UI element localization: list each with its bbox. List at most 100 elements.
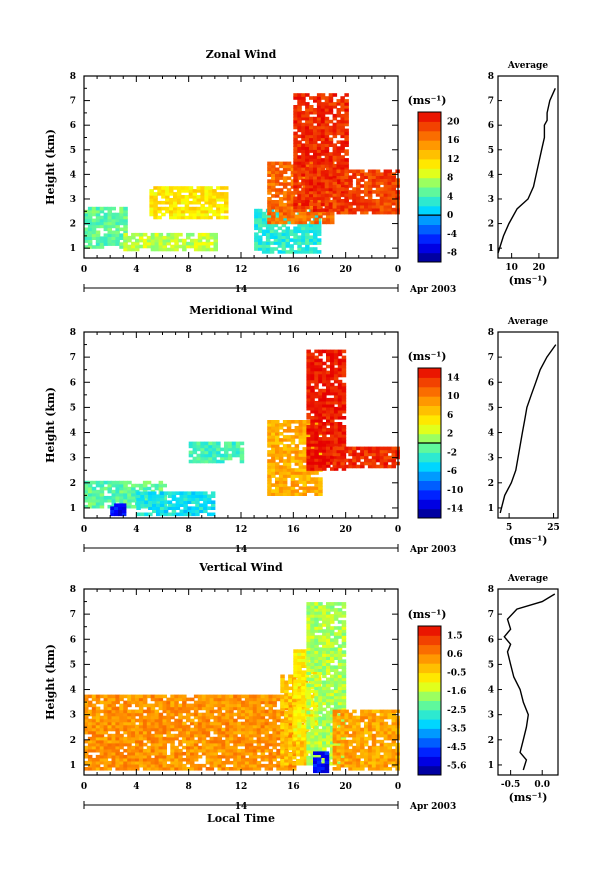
heatmap-cell	[301, 670, 306, 674]
heatmap-cell	[136, 497, 141, 501]
heatmap-cell	[183, 503, 188, 507]
heatmap-cell	[186, 712, 191, 717]
heatmap-cell	[91, 730, 97, 735]
heatmap-cell	[161, 189, 166, 193]
heatmap-cell	[316, 167, 322, 171]
heatmap-cell	[303, 731, 309, 736]
heatmap-cell	[87, 227, 93, 232]
heatmap-cell	[121, 509, 127, 514]
heatmap-cell	[310, 710, 315, 715]
heatmap-cell	[301, 193, 306, 198]
heatmap-cell	[99, 501, 105, 506]
heatmap-cell	[87, 233, 93, 237]
heatmap-cell	[191, 509, 196, 514]
heatmap-cell	[224, 441, 229, 446]
heatmap-cell	[209, 694, 215, 699]
heatmap-cell	[123, 244, 128, 249]
heatmap-cell	[309, 241, 314, 245]
heatmap-cell	[267, 208, 272, 213]
heatmap-cell	[119, 489, 124, 494]
heatmap-cell	[383, 204, 389, 209]
heatmap-cell	[328, 128, 334, 133]
heatmap-cell	[91, 489, 97, 494]
heatmap-cell	[305, 105, 310, 109]
heatmap-cell	[267, 489, 272, 493]
heatmap-cell	[197, 754, 203, 759]
heatmap-cell	[182, 694, 187, 699]
heatmap-cell	[293, 110, 298, 115]
heatmap-cell	[186, 736, 191, 741]
heatmap-cell	[208, 441, 213, 446]
heatmap-cell	[138, 748, 144, 753]
heatmap-cell	[297, 102, 302, 106]
heatmap-cell	[212, 189, 217, 193]
heatmap-cell	[115, 709, 120, 714]
heatmap-cell	[330, 674, 335, 679]
heatmap-cell	[256, 736, 262, 741]
heatmap-cell	[293, 172, 298, 177]
heatmap-cell	[138, 697, 144, 702]
heatmap-cell	[302, 474, 307, 478]
heatmap-cell	[119, 724, 124, 729]
heatmap-cell	[348, 190, 353, 194]
heatmap-cell	[142, 718, 148, 723]
heatmap-cell	[314, 620, 319, 624]
heatmap-cell	[314, 440, 319, 444]
heatmap-cell	[95, 730, 101, 735]
heatmap-cell	[186, 706, 191, 711]
heatmap-cell	[280, 727, 285, 732]
heatmap-cell	[87, 709, 93, 714]
heatmap-cell	[314, 701, 319, 706]
heatmap-cell	[326, 650, 331, 654]
heatmap-cell	[201, 742, 207, 747]
heatmap-cell	[309, 724, 314, 729]
heatmap-cell	[313, 161, 318, 165]
heatmap-cell	[286, 492, 292, 496]
heatmap-cell	[217, 703, 222, 708]
heatmap-cell	[154, 736, 160, 741]
heatmap-cell	[123, 235, 128, 240]
heatmap-cell	[278, 217, 284, 222]
heatmap-cell	[201, 736, 207, 741]
heatmap-cell	[301, 226, 306, 231]
heatmap-cell	[157, 186, 162, 190]
heatmap-cell	[289, 232, 294, 236]
heatmap-cell	[305, 673, 310, 678]
heatmap-cell	[322, 683, 327, 688]
heatmap-cell	[119, 236, 124, 240]
heatmap-cell	[297, 694, 302, 699]
heatmap-cell	[297, 164, 302, 168]
heatmap-cell	[103, 712, 109, 717]
heatmap-cell	[301, 122, 306, 127]
heatmap-cell	[271, 167, 276, 172]
heatmap-cell	[306, 391, 311, 396]
heatmap-cell	[267, 170, 272, 174]
heatmap-cell	[301, 715, 306, 720]
heatmap-cell	[267, 220, 272, 225]
colorbar-tick-label: -10	[447, 486, 463, 496]
heatmap-cell	[167, 500, 173, 504]
heatmap-cell	[252, 706, 258, 711]
heatmap-cell	[302, 459, 307, 463]
heatmap-cell	[256, 703, 262, 708]
heatmap-cell	[209, 715, 215, 720]
heatmap-cell	[293, 113, 298, 118]
heatmap-cell	[285, 244, 290, 248]
heatmap-cell	[272, 703, 277, 708]
heatmap-cell	[87, 230, 93, 235]
heatmap-cell	[328, 178, 334, 183]
heatmap-cell	[284, 752, 289, 757]
heatmap-cell	[328, 99, 334, 103]
heatmap-cell	[301, 96, 306, 100]
heatmap-cell	[269, 250, 275, 254]
heatmap-cell	[229, 736, 234, 741]
heatmap-cell	[149, 206, 154, 211]
heatmap-cell	[224, 200, 229, 205]
heatmap-cell	[229, 721, 234, 726]
heatmap-cell	[282, 170, 288, 174]
heatmap-cell	[337, 416, 343, 420]
heatmap-cell	[158, 730, 164, 735]
heatmap-cell	[305, 113, 310, 118]
heatmap-cell	[261, 223, 267, 228]
heatmap-cell	[190, 241, 195, 246]
